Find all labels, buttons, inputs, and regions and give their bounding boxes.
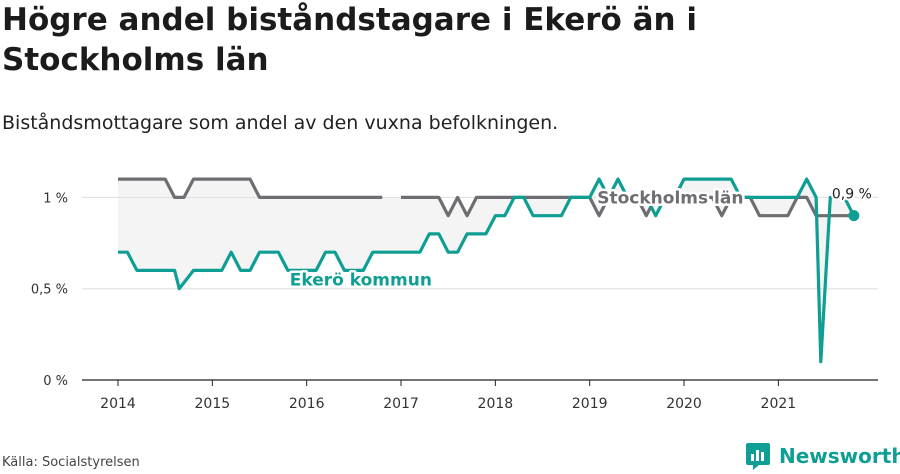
x-tick-label: 2014 bbox=[100, 396, 136, 412]
series-label-halo: Stockholms län bbox=[597, 188, 743, 208]
series-label-halo: Ekerö kommun bbox=[290, 270, 432, 290]
end-value-label: 0,9 % bbox=[832, 187, 872, 203]
chart-subtitle: Biståndsmottagare som andel av den vuxna… bbox=[2, 112, 559, 134]
series-label-stockholm: Stockholms län bbox=[597, 188, 743, 208]
chart-title: Högre andel biståndstagare i Ekerö än i … bbox=[2, 2, 698, 78]
newsworthy-logo-icon bbox=[746, 443, 770, 470]
x-tick-label: 2017 bbox=[383, 396, 419, 412]
x-tick-label: 2021 bbox=[761, 396, 797, 412]
x-tick-label: 2016 bbox=[289, 396, 325, 412]
y-tick-label: 1 % bbox=[43, 191, 68, 206]
brand-name: Newsworthy bbox=[779, 444, 900, 468]
x-tick-label: 2018 bbox=[478, 396, 514, 412]
y-tick-label: 0 % bbox=[43, 374, 68, 389]
x-tick-label: 2020 bbox=[666, 396, 702, 412]
source-note: Källa: Socialstyrelsen bbox=[2, 455, 140, 470]
y-tick-label: 0,5 % bbox=[31, 283, 68, 298]
area-between-series bbox=[118, 179, 854, 362]
newsworthy-logo: Newsworthy bbox=[745, 440, 900, 472]
end-point-marker bbox=[848, 210, 860, 222]
end-value-label-halo: 0,9 % bbox=[832, 187, 872, 203]
x-tick-label: 2015 bbox=[195, 396, 231, 412]
series-label-ekero: Ekerö kommun bbox=[290, 270, 432, 290]
x-tick-label: 2019 bbox=[572, 396, 608, 412]
series-line-ekero bbox=[118, 177, 856, 364]
